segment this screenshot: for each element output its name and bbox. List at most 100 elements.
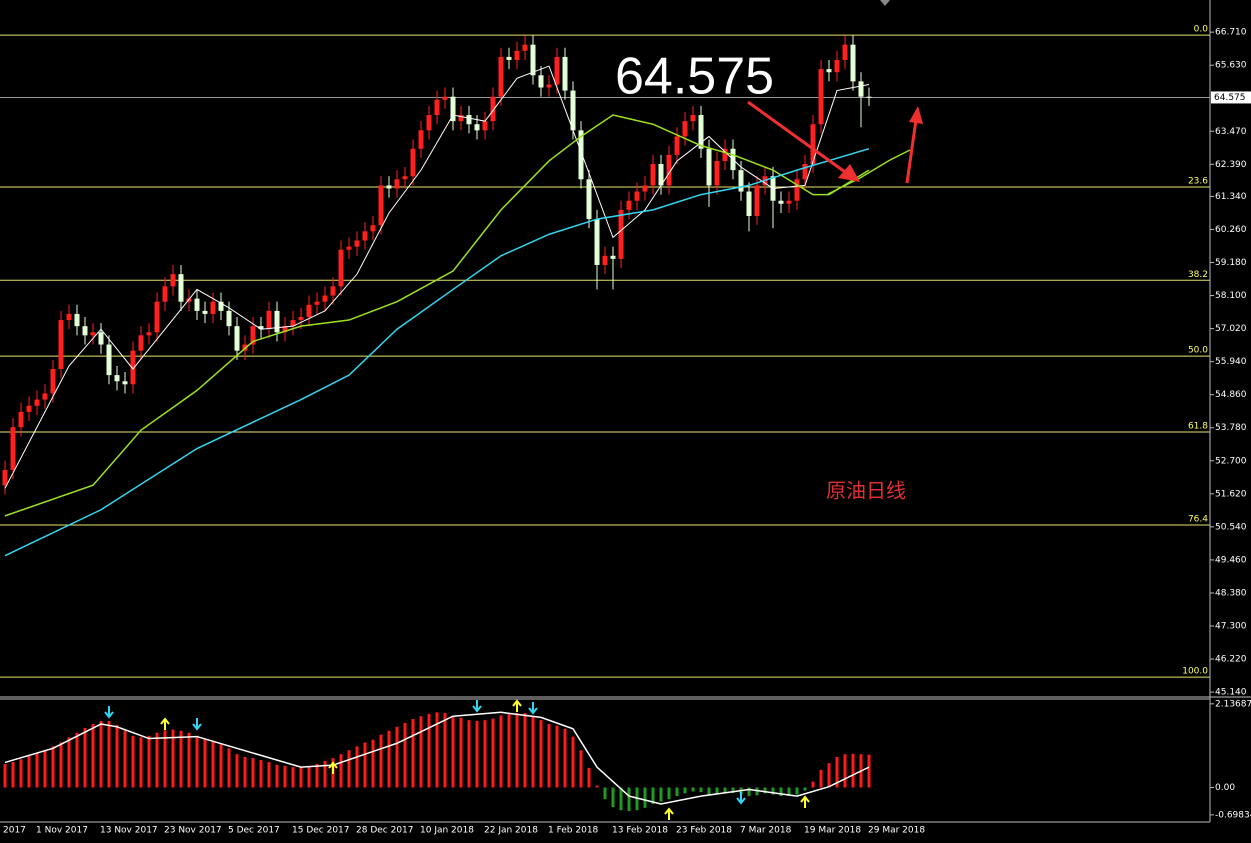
- candle-body: [642, 185, 648, 192]
- y-tick-label: 45.140: [1215, 688, 1247, 698]
- histogram-bar: [243, 756, 247, 788]
- candle-body: [322, 295, 328, 302]
- candle-body: [842, 44, 848, 60]
- histogram-bar: [75, 732, 79, 788]
- candle-body: [650, 164, 656, 186]
- histogram-bar: [211, 740, 215, 788]
- candle-body: [98, 332, 104, 345]
- histogram-bar: [227, 748, 231, 788]
- histogram-bar: [659, 787, 663, 802]
- candle-body: [802, 164, 808, 180]
- candle-body: [258, 326, 264, 330]
- histogram-bar: [403, 722, 407, 788]
- histogram-bar: [691, 787, 695, 792]
- candle-body: [274, 310, 280, 333]
- candle-body: [138, 335, 144, 351]
- candle-body: [266, 310, 272, 330]
- histogram-bar: [483, 720, 487, 788]
- histogram-bar: [779, 787, 783, 797]
- drawn-arrowhead: [909, 106, 923, 124]
- candle-body: [546, 84, 552, 88]
- histogram-bar: [579, 750, 583, 788]
- x-tick-label: 2017: [3, 826, 26, 836]
- candle-body: [786, 200, 792, 204]
- candle-body: [18, 411, 24, 428]
- histogram-bar: [563, 728, 567, 788]
- histogram-bar: [747, 787, 751, 797]
- histogram-bar: [611, 787, 615, 808]
- histogram-bar: [11, 762, 15, 788]
- candle-body: [338, 249, 344, 287]
- histogram-bar: [371, 739, 375, 788]
- histogram-bar: [27, 756, 31, 788]
- current-price-box: [1211, 91, 1251, 104]
- candle-body: [10, 427, 16, 470]
- fib-label: 50.0: [1188, 346, 1208, 356]
- histogram-bar: [651, 787, 655, 804]
- candle-body: [122, 381, 128, 385]
- candle-body: [618, 209, 624, 259]
- y-tick-label: 55.940: [1215, 357, 1247, 367]
- histogram-bar: [507, 713, 511, 788]
- candle-body: [850, 44, 856, 82]
- candle-body: [26, 405, 32, 412]
- candle-body: [634, 191, 640, 201]
- y-tick-label: 52.700: [1215, 456, 1247, 466]
- histogram-bar: [443, 713, 447, 788]
- candle-body: [362, 231, 368, 241]
- candle-body: [490, 96, 496, 122]
- candle-body: [834, 59, 840, 73]
- histogram-bar: [291, 767, 295, 788]
- candle-body: [394, 179, 400, 189]
- y-tick-label: 63.470: [1215, 127, 1247, 137]
- candle-body: [554, 56, 560, 85]
- candle-body: [578, 130, 584, 180]
- current-price-label: 64.575: [1214, 93, 1246, 103]
- candle-body: [674, 136, 680, 155]
- candle-body: [290, 320, 296, 327]
- candle-body: [226, 310, 232, 327]
- histogram-bar: [451, 716, 455, 788]
- histogram-bar: [163, 730, 167, 788]
- candle-body: [170, 274, 176, 287]
- histogram-bar: [811, 781, 815, 788]
- candle-body: [458, 115, 464, 122]
- candle-body: [426, 115, 432, 131]
- histogram-bar: [571, 736, 575, 788]
- histogram-bar: [379, 734, 383, 788]
- histogram-bar: [147, 735, 151, 788]
- histogram-bar: [99, 720, 103, 788]
- histogram-bar: [219, 744, 223, 788]
- histogram-bar: [707, 787, 711, 796]
- candle-body: [818, 69, 824, 125]
- candle-body: [146, 332, 152, 336]
- candle-body: [586, 179, 592, 220]
- y-tick-label: 62.390: [1215, 160, 1247, 170]
- histogram-bar: [259, 760, 263, 788]
- histogram-bar: [171, 729, 175, 788]
- candle-body: [698, 115, 704, 149]
- histogram-bar: [819, 769, 823, 788]
- histogram-bar: [843, 754, 847, 788]
- histogram-bar: [155, 732, 159, 788]
- histogram-bar: [411, 718, 415, 788]
- histogram-bar: [275, 764, 279, 788]
- candle-body: [746, 191, 752, 217]
- candle-body: [810, 124, 816, 164]
- histogram-bar: [51, 746, 55, 788]
- candle-body: [50, 369, 56, 394]
- candle-body: [594, 219, 600, 265]
- histogram-bar: [491, 718, 495, 788]
- histogram-bar: [523, 713, 527, 788]
- histogram-bar: [299, 767, 303, 788]
- histogram-bar: [699, 787, 703, 793]
- y-tick-label: 65.630: [1215, 61, 1247, 71]
- histogram-bar: [195, 735, 199, 788]
- moving-average: [4, 147, 870, 557]
- y-tick-label: 47.300: [1215, 622, 1247, 632]
- candle-body: [682, 121, 688, 137]
- y-tick-label: 46.220: [1215, 655, 1247, 665]
- candle-body: [442, 96, 448, 100]
- histogram-bar: [187, 732, 191, 788]
